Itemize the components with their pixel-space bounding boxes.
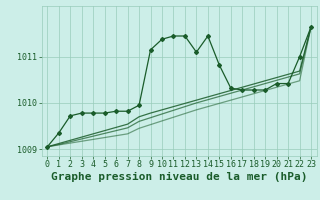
X-axis label: Graphe pression niveau de la mer (hPa): Graphe pression niveau de la mer (hPa) — [51, 172, 308, 182]
